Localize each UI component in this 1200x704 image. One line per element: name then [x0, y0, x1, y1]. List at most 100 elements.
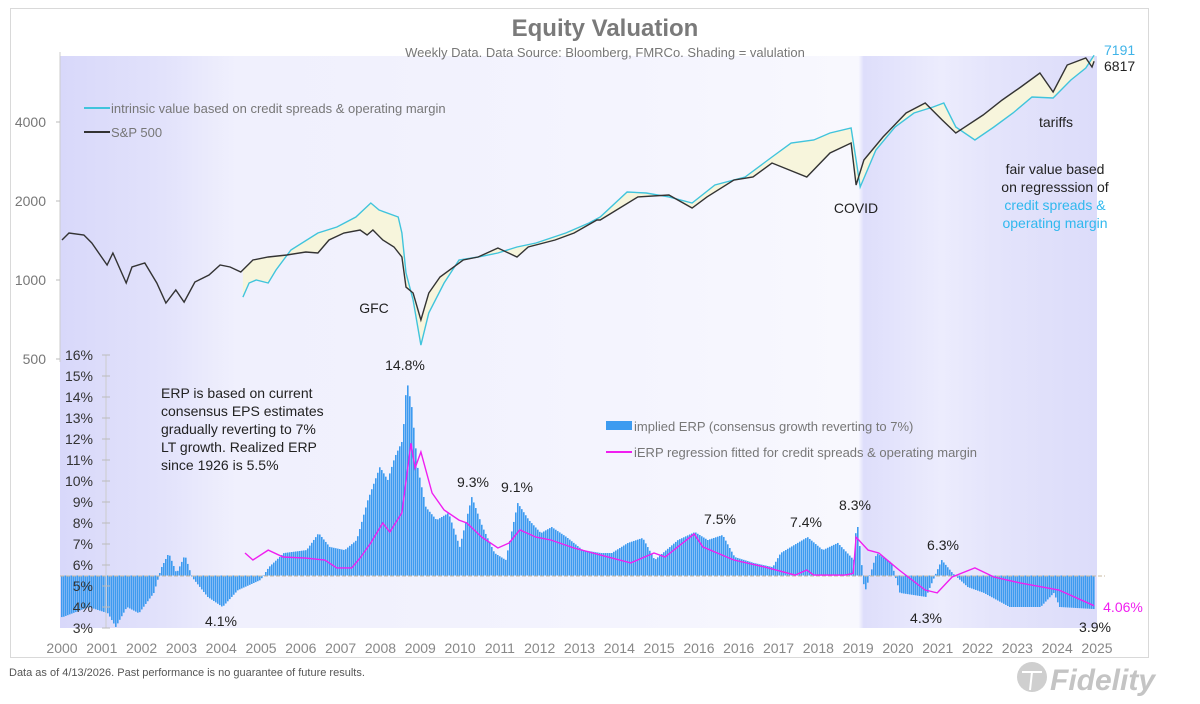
erp-bar [615, 550, 617, 576]
erp-bar [945, 564, 947, 576]
erp-bar [163, 562, 165, 576]
erp-bar [523, 512, 525, 576]
erp-bar [771, 566, 773, 576]
erp-bar [1075, 575, 1077, 608]
pct-tick-label: 6% [73, 557, 93, 573]
erp-bar [463, 530, 465, 576]
erp-bar [295, 551, 297, 576]
erp-bar [435, 519, 437, 576]
erp-bar [275, 560, 277, 576]
erp-bar [417, 467, 419, 576]
erp-bar [325, 541, 327, 576]
erp-bar [735, 557, 737, 576]
erp-bar [899, 575, 901, 593]
erp-bar [631, 541, 633, 576]
erp-bar [173, 566, 175, 576]
erp-bar [541, 532, 543, 576]
data-label-2021: 6.3% [927, 537, 959, 553]
erp-bar [713, 537, 715, 576]
fair-value-note: fair value based on regresssion of credi… [1001, 161, 1109, 231]
erp-bar [395, 454, 397, 576]
x-tick-label: 2006 [285, 640, 316, 656]
erp-bar [787, 548, 789, 576]
erp-bar [199, 575, 201, 587]
erp-bar [133, 575, 135, 611]
valuation-shading [60, 56, 1097, 628]
erp-bar [145, 575, 147, 604]
erp-bar [1005, 575, 1007, 605]
erp-bar [93, 575, 95, 609]
erp-bar [777, 558, 779, 576]
pct-tick-label: 4% [73, 599, 93, 615]
erp-bar [389, 473, 391, 576]
erp-bar [79, 575, 81, 611]
erp-bar [1011, 575, 1013, 607]
erp-bar [717, 536, 719, 576]
erp-bar [903, 575, 905, 594]
erp-bar [593, 551, 595, 576]
x-tick-label: 2025 [1081, 640, 1112, 656]
erp-bar [543, 531, 545, 576]
erp-bar [829, 546, 831, 576]
erp-bar [1063, 575, 1065, 608]
erp-bar [469, 505, 471, 576]
erp-bar [583, 550, 585, 576]
erp-bar [567, 538, 569, 576]
erp-bar [669, 547, 671, 576]
annotation-covid: COVID [834, 200, 878, 216]
erp-bar [1073, 575, 1075, 608]
erp-bar [361, 521, 363, 576]
note-line: operating margin [1002, 215, 1107, 231]
erp-bar [329, 546, 331, 576]
erp-bar [803, 539, 805, 576]
erp-bar [719, 535, 721, 576]
erp-bar [699, 535, 701, 576]
erp-bar [65, 575, 67, 616]
erp-bar [939, 564, 941, 576]
erp-bar [1025, 575, 1027, 607]
erp-bar [317, 534, 319, 576]
erp-bar [369, 494, 371, 576]
erp-bar [889, 561, 891, 576]
erp-bar [869, 575, 871, 577]
erp-bar [709, 539, 711, 576]
erp-bar [197, 575, 199, 585]
erp-bar [73, 575, 75, 613]
x-tick-label: 2016 [723, 640, 754, 656]
erp-bar [169, 555, 171, 576]
erp-bar [855, 533, 857, 576]
erp-bar [585, 550, 587, 576]
erp-bar [121, 575, 123, 617]
erp-bar [1019, 575, 1021, 607]
erp-bar [409, 396, 411, 576]
erp-bar [915, 575, 917, 596]
erp-bar [445, 514, 447, 576]
erp-bar [321, 536, 323, 576]
erp-bar [175, 571, 177, 576]
erp-bar [447, 513, 449, 576]
erp-bar [111, 575, 113, 621]
erp-bar [673, 543, 675, 576]
erp-bar [281, 554, 283, 576]
erp-bar [271, 564, 273, 576]
erp-bar [387, 479, 389, 576]
erp-bar [727, 544, 729, 576]
erp-bar [837, 542, 839, 576]
erp-bar [1053, 575, 1055, 594]
erp-bar [1035, 575, 1037, 607]
erp-bar [867, 575, 869, 583]
erp-bar [897, 575, 899, 586]
annotation-tariffs: tariffs [1039, 114, 1073, 130]
erp-bar [1055, 575, 1057, 598]
erp-bar [505, 559, 507, 576]
erp-bar [877, 553, 879, 576]
data-label-2019: 8.3% [839, 497, 871, 513]
x-tick-label: 2003 [166, 640, 197, 656]
erp-bar [923, 575, 925, 597]
note-line: consensus EPS estimates [161, 403, 324, 419]
erp-bar [189, 570, 191, 576]
erp-bar [247, 575, 249, 586]
erp-bar [1009, 575, 1011, 607]
erp-bar [461, 538, 463, 576]
erp-bar [859, 546, 861, 576]
